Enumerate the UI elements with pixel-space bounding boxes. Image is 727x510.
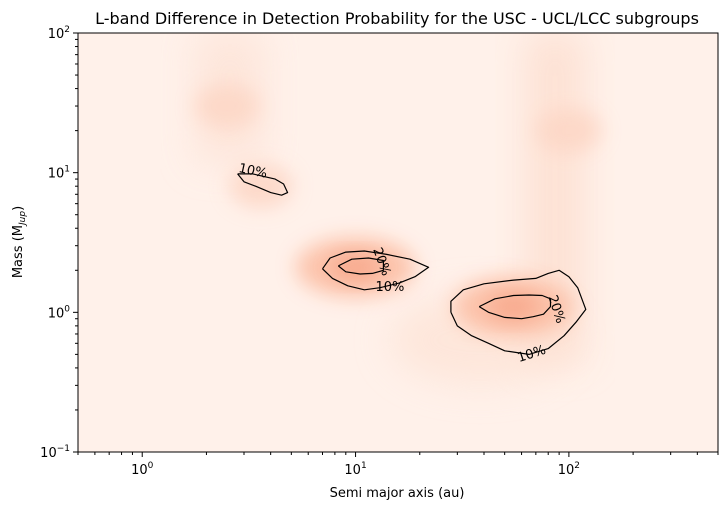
y-tick-label: 10−1 [40, 444, 70, 461]
heat-peak [195, 84, 260, 129]
y-tick-label: 100 [48, 304, 71, 321]
contour-label: 10% [376, 280, 405, 295]
contour-layer [237, 173, 587, 355]
y-label-close: ) [11, 206, 26, 211]
x-tick-label: 102 [558, 461, 580, 478]
heat-peak [228, 164, 293, 209]
plot-background [78, 33, 718, 452]
heat-peak [536, 108, 601, 153]
x-tick-label: 100 [131, 461, 154, 478]
y-tick-label: 101 [48, 165, 70, 182]
x-axis: 100 101 102 [77, 452, 719, 478]
contour-line [237, 173, 289, 196]
y-axis: 10−1 100 101 102 [40, 25, 78, 461]
y-label-main: Mass (M [11, 225, 26, 278]
x-tick-label: 101 [344, 461, 366, 478]
contour-line [322, 250, 430, 291]
chart-title: L-band Difference in Detection Probabili… [95, 9, 699, 28]
heat-peak-core [487, 293, 540, 320]
contour-label: 10% [237, 161, 268, 182]
y-label-subscript: Jup [18, 211, 28, 227]
axes-frame [77, 32, 719, 453]
contour-line [450, 269, 587, 355]
y-axis-label: Mass (MJup) [11, 206, 28, 278]
x-axis-label: Semi major axis (au) [330, 486, 465, 501]
contour-line [337, 257, 384, 275]
contour-line [478, 294, 552, 320]
y-tick-label: 102 [48, 25, 70, 42]
